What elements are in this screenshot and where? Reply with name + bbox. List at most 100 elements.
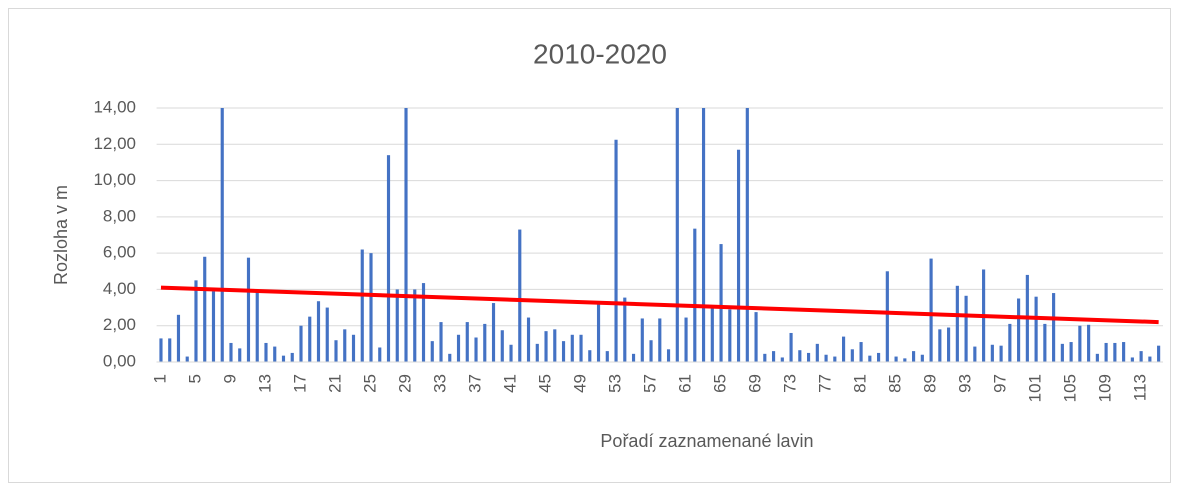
y-tick-label: 6,00 bbox=[103, 243, 136, 262]
bar bbox=[903, 358, 907, 362]
chart-frame bbox=[8, 8, 1171, 483]
x-tick-label: 33 bbox=[431, 374, 450, 393]
bar bbox=[1008, 323, 1012, 362]
bar bbox=[920, 354, 924, 362]
bar bbox=[386, 155, 391, 362]
y-axis-title: Rozloha v m bbox=[51, 185, 71, 285]
bar bbox=[553, 329, 557, 362]
bar bbox=[666, 349, 671, 362]
bar bbox=[570, 334, 574, 362]
bar bbox=[168, 338, 172, 362]
bar bbox=[859, 342, 863, 362]
bar bbox=[509, 344, 513, 362]
y-tick-label: 2,00 bbox=[103, 315, 136, 334]
y-tick-label: 14,00 bbox=[93, 97, 136, 116]
bar bbox=[448, 353, 452, 362]
bar bbox=[947, 327, 951, 362]
bar bbox=[929, 258, 933, 362]
bar bbox=[561, 341, 566, 362]
x-tick-label: 17 bbox=[290, 374, 309, 393]
bar bbox=[1052, 293, 1056, 362]
bar bbox=[1043, 323, 1047, 362]
bar bbox=[1130, 357, 1134, 362]
bar bbox=[1095, 353, 1099, 362]
x-tick-label: 61 bbox=[676, 374, 695, 393]
bar bbox=[491, 303, 496, 362]
bar bbox=[1069, 342, 1073, 362]
bar bbox=[351, 334, 356, 362]
bar bbox=[938, 329, 942, 362]
bar bbox=[369, 253, 373, 362]
bar bbox=[246, 257, 251, 362]
bar bbox=[185, 356, 189, 362]
bar bbox=[264, 342, 268, 362]
bar bbox=[255, 291, 259, 362]
x-tick-label: 65 bbox=[711, 374, 730, 393]
bar bbox=[588, 350, 592, 362]
x-tick-label: 57 bbox=[641, 374, 660, 393]
bar bbox=[413, 289, 417, 362]
bar bbox=[544, 331, 548, 362]
bar bbox=[780, 357, 784, 362]
x-tick-label: 37 bbox=[466, 374, 485, 393]
bar bbox=[1078, 325, 1082, 362]
bar bbox=[281, 355, 286, 362]
bar bbox=[518, 229, 522, 362]
x-tick-label: 85 bbox=[886, 374, 905, 393]
bar bbox=[912, 351, 916, 362]
bar bbox=[430, 341, 434, 362]
bar bbox=[649, 340, 653, 362]
bar bbox=[1139, 351, 1143, 362]
bar bbox=[474, 337, 478, 362]
bar bbox=[990, 344, 994, 362]
x-tick-label: 29 bbox=[395, 374, 414, 393]
x-tick-label: 5 bbox=[185, 374, 204, 383]
x-tick-label: 105 bbox=[1061, 374, 1080, 402]
bar bbox=[535, 343, 539, 362]
bar bbox=[334, 340, 338, 362]
bar bbox=[290, 352, 294, 362]
x-tick-label: 77 bbox=[816, 374, 835, 393]
x-tick-label: 45 bbox=[536, 374, 555, 393]
bar bbox=[675, 108, 679, 362]
bar bbox=[885, 271, 889, 362]
x-tick-label: 93 bbox=[956, 374, 975, 393]
bar bbox=[833, 356, 837, 362]
bar bbox=[159, 338, 163, 362]
bar bbox=[1087, 324, 1091, 362]
bar bbox=[1017, 298, 1021, 362]
bar bbox=[211, 291, 216, 362]
bar bbox=[850, 349, 854, 362]
bar bbox=[194, 280, 198, 362]
bar bbox=[728, 309, 732, 362]
bar bbox=[798, 350, 802, 362]
bar bbox=[596, 302, 601, 362]
bar bbox=[465, 322, 469, 362]
bar bbox=[824, 354, 828, 362]
bar bbox=[1157, 345, 1161, 362]
bar bbox=[719, 244, 723, 362]
bar bbox=[745, 108, 749, 362]
x-tick-label: 101 bbox=[1026, 374, 1045, 402]
bar bbox=[579, 334, 583, 362]
y-tick-label: 4,00 bbox=[103, 279, 136, 298]
bar bbox=[973, 346, 977, 362]
bar bbox=[273, 346, 277, 362]
bar bbox=[1034, 296, 1038, 362]
bar bbox=[894, 356, 898, 362]
bar bbox=[483, 323, 487, 362]
bar bbox=[701, 108, 706, 362]
bar bbox=[220, 108, 224, 362]
x-tick-label: 1 bbox=[150, 374, 169, 383]
bar bbox=[999, 345, 1003, 362]
bar bbox=[176, 314, 181, 362]
bar bbox=[842, 336, 846, 362]
x-tick-label: 113 bbox=[1131, 374, 1150, 401]
bar bbox=[439, 322, 443, 362]
bar bbox=[789, 332, 793, 362]
bar bbox=[640, 318, 644, 362]
bar bbox=[1148, 356, 1152, 362]
bar bbox=[815, 343, 819, 362]
trendline bbox=[160, 285, 1159, 325]
